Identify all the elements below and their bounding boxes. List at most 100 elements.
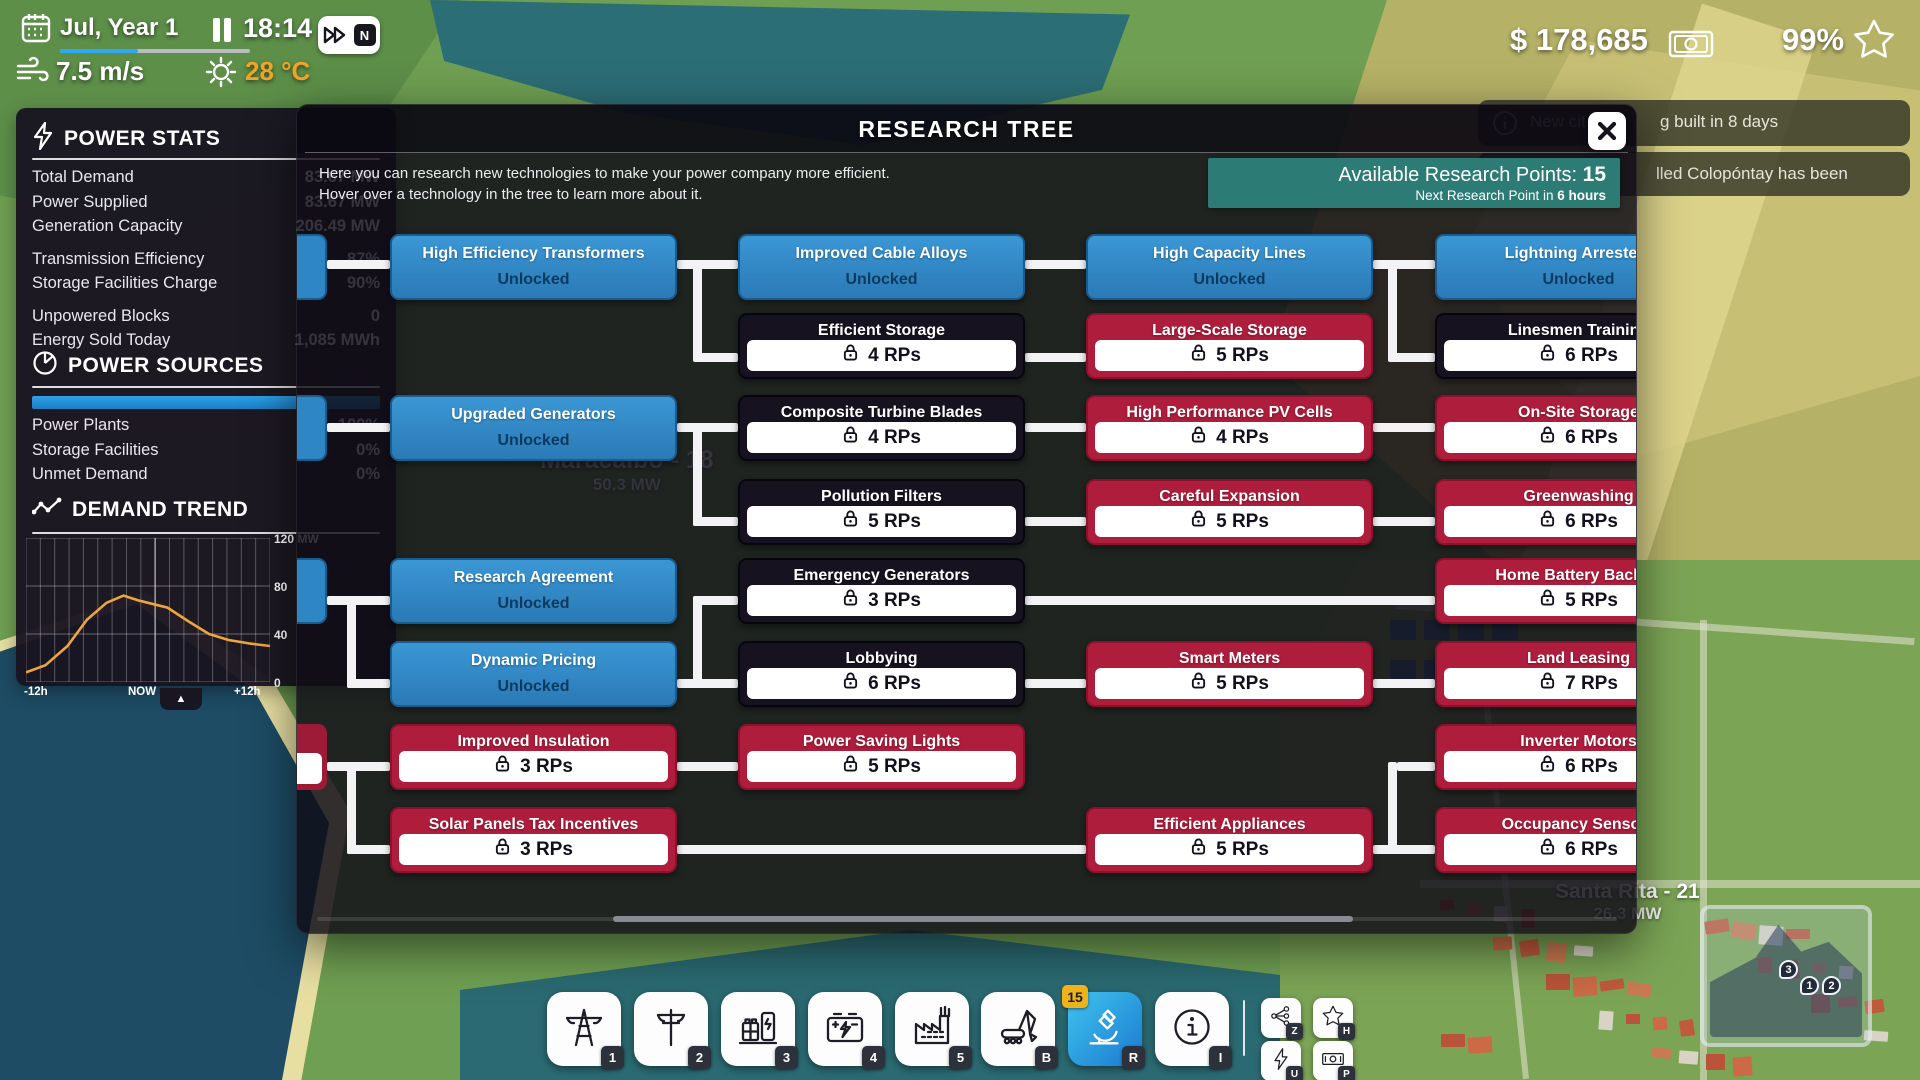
trend-y-label: 40 [274, 628, 288, 642]
approval-rating: 99% [1782, 22, 1845, 57]
toolbar-button-microscope[interactable]: R 15 [1062, 985, 1145, 1069]
hotkey-badge: P [1338, 1066, 1355, 1080]
toolbar-button-storage-rack[interactable]: 3 [721, 992, 798, 1069]
toolbar-button-factory[interactable]: 5 [895, 992, 972, 1069]
research-node-composite-turbine-blades[interactable]: Composite Turbine Blades 4 RPs [738, 395, 1025, 461]
lock-icon [1539, 588, 1556, 613]
map-pin[interactable]: 2 [1822, 976, 1841, 995]
research-node-upgraded-generators[interactable]: Upgraded Generators Unlocked [390, 395, 677, 461]
research-node-improved-cable-alloys[interactable]: Improved Cable Alloys Unlocked [738, 234, 1025, 300]
hotkey-badge: Z [1286, 1023, 1303, 1040]
map-building [1598, 1010, 1614, 1031]
research-node-smart-meters[interactable]: Smart Meters 5 RPs [1086, 641, 1373, 707]
toolbar-button-info[interactable]: I [1155, 992, 1232, 1069]
map-building [1573, 945, 1594, 957]
connector-line [693, 353, 738, 362]
lock-icon [842, 588, 859, 613]
approval-star-button[interactable] [1850, 16, 1898, 69]
demand-trend-title: DEMAND TREND [72, 498, 249, 521]
modal-description: Here you can research new technologies t… [319, 165, 890, 203]
research-node-linesmen-training[interactable]: Linesmen Training 6 RPs [1435, 313, 1636, 379]
research-node-occupancy-sensors[interactable]: Occupancy Sensors 6 RPs [1435, 807, 1636, 873]
research-points-box: Available Research Points: 15 Next Resea… [1208, 158, 1620, 208]
research-node-high-efficiency-transformers[interactable]: High Efficiency Transformers Unlocked [390, 234, 677, 300]
connector-line [1025, 679, 1086, 688]
map-pin[interactable]: 3 [1779, 960, 1798, 979]
research-node-lobbying[interactable]: Lobbying 6 RPs [738, 641, 1025, 707]
research-node-large-scale-storage[interactable]: Large-Scale Storage 5 RPs [1086, 313, 1373, 379]
trend-y-label: 0 [274, 676, 281, 690]
research-node-pollution-filters[interactable]: Pollution Filters 5 RPs [738, 479, 1025, 545]
hotkey-badge: 1 [601, 1046, 624, 1069]
toast-text-fragment: g built in 8 days [1660, 112, 1779, 131]
pause-button[interactable] [210, 16, 234, 49]
connector-line [677, 679, 738, 688]
trend-y-label: 80 [274, 580, 288, 594]
research-node-partial[interactable] [297, 395, 327, 461]
storage-rack-icon [734, 1003, 782, 1056]
research-node-partial[interactable] [297, 234, 327, 300]
toolbar-button-power-pole[interactable]: 2 [634, 992, 711, 1069]
toolbar-small-button-network[interactable]: Z [1261, 998, 1303, 1040]
lock-icon [842, 509, 859, 534]
research-node-home-battery-backup[interactable]: Home Battery Backup 5 RPs [1435, 558, 1636, 624]
research-node-dynamic-pricing[interactable]: Dynamic Pricing Unlocked [390, 641, 677, 707]
research-node-research-agreement[interactable]: Research Agreement Unlocked [390, 558, 677, 624]
research-node-partial[interactable] [297, 558, 327, 624]
connector-line [1388, 845, 1435, 854]
research-node-land-leasing[interactable]: Land Leasing 7 RPs [1435, 641, 1636, 707]
lock-icon [1539, 425, 1556, 450]
connector-line [327, 596, 390, 605]
power-sources-title: POWER SOURCES [68, 354, 264, 377]
toast-text-fragment: lled Colopóntay has been [1656, 164, 1848, 183]
network-icon [1268, 1003, 1294, 1034]
research-node-improved-insulation[interactable]: Improved Insulation 3 RPs [390, 724, 677, 790]
connector-line [1388, 353, 1435, 362]
toolbar-button-transmission-tower[interactable]: 1 [547, 992, 624, 1069]
toolbar-divider [1243, 1000, 1245, 1056]
research-node-partial[interactable] [297, 724, 327, 790]
trend-line-icon [31, 496, 62, 524]
hotkey-badge: I [1209, 1046, 1232, 1069]
research-node-greenwashing[interactable]: Greenwashing 6 RPs [1435, 479, 1636, 545]
lock-icon [1539, 754, 1556, 779]
map-pin[interactable]: 1 [1800, 976, 1819, 995]
toolbar-button-battery[interactable]: 4 [808, 992, 885, 1069]
toolbar-small-button-bolt[interactable]: U [1261, 1041, 1303, 1080]
connector-line [347, 762, 356, 854]
lock-icon [1539, 837, 1556, 862]
temperature: 28 °C [245, 56, 311, 86]
hotkey-badge: 4 [862, 1046, 885, 1069]
money-balance: $ 178,685 [1510, 22, 1648, 57]
connector-line [327, 762, 390, 771]
map-building [1732, 1056, 1753, 1077]
research-node-emergency-generators[interactable]: Emergency Generators 3 RPs [738, 558, 1025, 624]
lock-icon [842, 754, 859, 779]
map-building [1467, 1036, 1493, 1054]
lock-icon [842, 671, 859, 696]
lock-icon [1539, 343, 1556, 368]
speed-control-button[interactable]: N [318, 16, 380, 54]
toolbar-small-button-star[interactable]: H [1313, 998, 1355, 1040]
toolbar-button-excavator[interactable]: B [981, 992, 1058, 1069]
research-node-power-saving-lights[interactable]: Power Saving Lights 5 RPs [738, 724, 1025, 790]
research-node-on-site-storage[interactable]: On-Site Storage 6 RPs [1435, 395, 1636, 461]
hotkey-badge: 2 [688, 1046, 711, 1069]
research-node-careful-expansion[interactable]: Careful Expansion 5 RPs [1086, 479, 1373, 545]
research-node-high-performance-pv-cells[interactable]: High Performance PV Cells 4 RPs [1086, 395, 1373, 461]
research-node-inverter-motors[interactable]: Inverter Motors 6 RPs [1435, 724, 1636, 790]
research-node-lightning-arresters[interactable]: Lightning ArrestersUnlocked [1435, 234, 1636, 300]
close-icon[interactable] [1588, 112, 1626, 150]
trend-x-label: -12h [24, 686, 48, 698]
research-node-solar-panels-tax-incentives[interactable]: Solar Panels Tax Incentives 3 RPs [390, 807, 677, 873]
hotkey-badge: R [1122, 1046, 1145, 1069]
power-stats-title: POWER STATS [64, 127, 221, 150]
toolbar-small-button-banknote[interactable]: P [1313, 1041, 1355, 1080]
research-node-efficient-appliances[interactable]: Efficient Appliances 5 RPs [1086, 807, 1373, 873]
research-node-high-capacity-lines[interactable]: High Capacity Lines Unlocked [1086, 234, 1373, 300]
connector-line [1373, 845, 1397, 854]
panel-collapse-button[interactable]: ▲ [160, 688, 202, 710]
research-node-efficient-storage[interactable]: Efficient Storage 4 RPs [738, 313, 1025, 379]
tree-scrollbar-thumb[interactable] [613, 916, 1353, 922]
